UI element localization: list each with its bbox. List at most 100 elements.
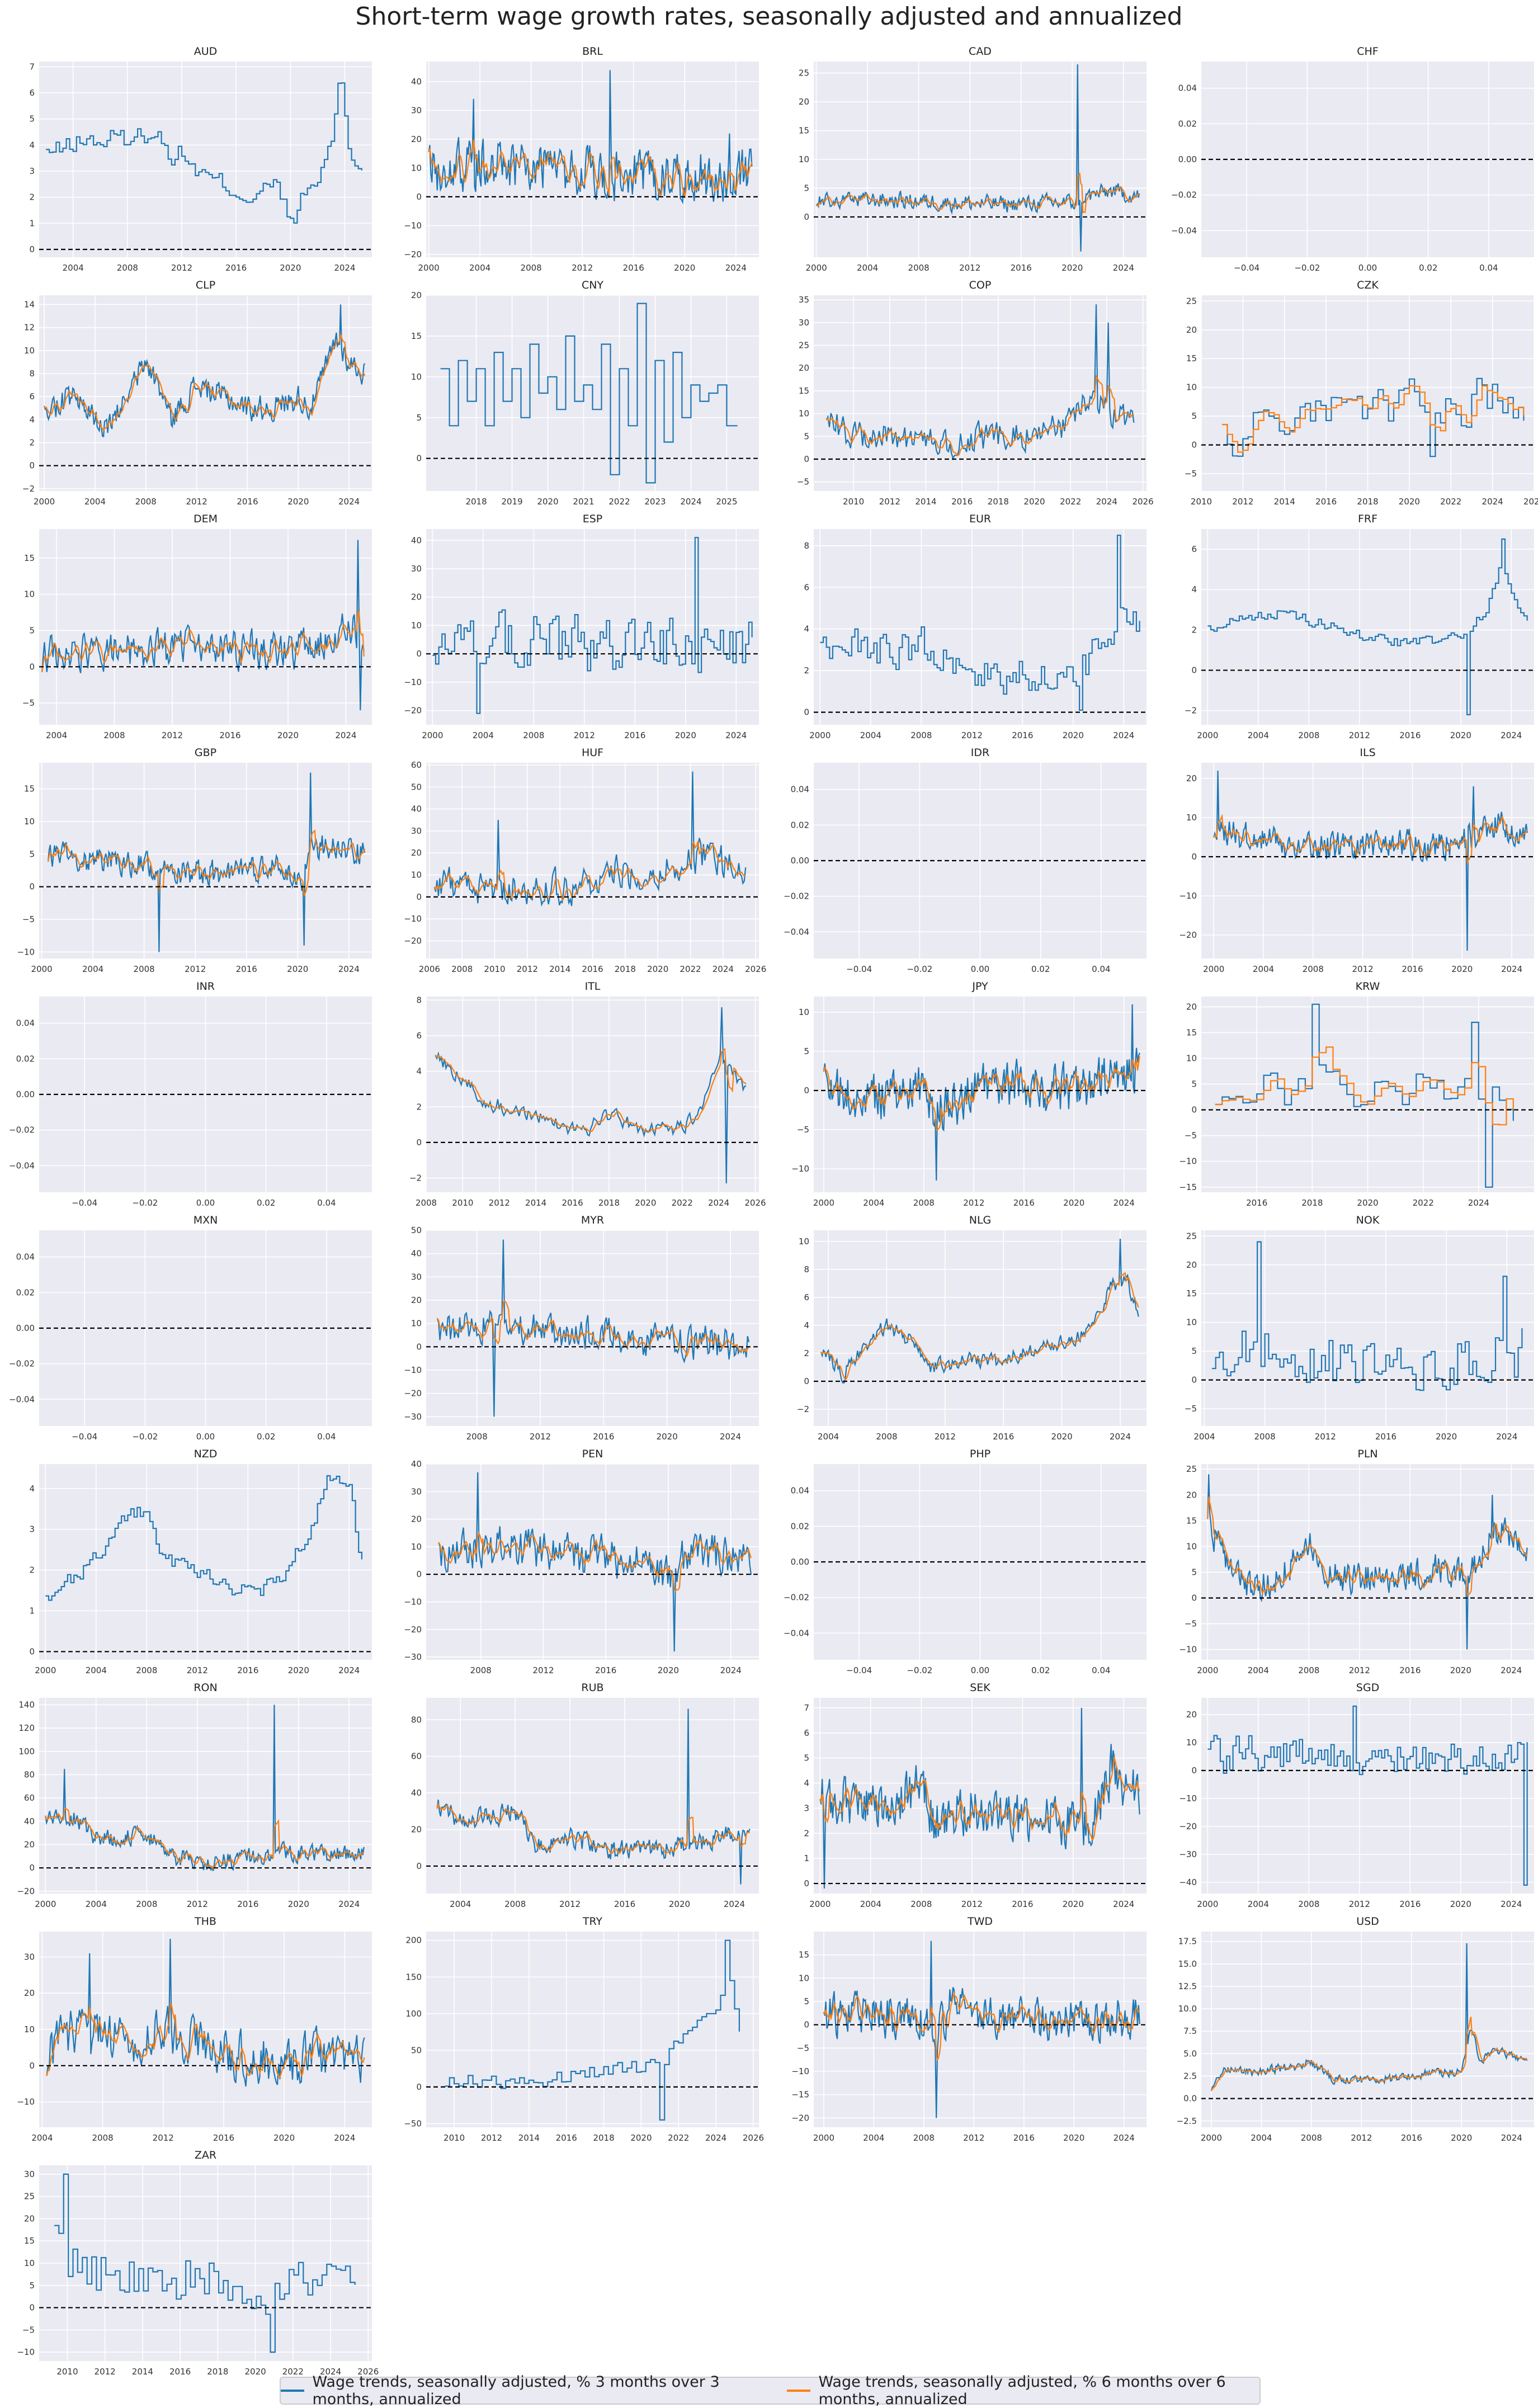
y-tick-label: −5 xyxy=(22,2325,35,2335)
x-tick-label: 2000 xyxy=(35,1665,56,1675)
x-tick-label: 2020 xyxy=(669,1899,690,1909)
x-tick-label: −0.02 xyxy=(1294,263,1320,273)
y-tick-label: −30 xyxy=(404,1411,422,1422)
y-tick-label: 0 xyxy=(804,1878,809,1888)
y-tick-label: 50 xyxy=(411,782,422,792)
x-tick-label: 2024 xyxy=(705,2133,726,2143)
y-tick-label: 5 xyxy=(804,183,809,193)
y-tick-label: 10 xyxy=(1186,383,1197,393)
legend-swatch-6m xyxy=(787,2390,811,2392)
chart-nlg: 2004 2008 2012 2016 2020 2024 −2 0 2 4 6 8 10 NLG xyxy=(797,1214,1147,1442)
plot-area xyxy=(1201,1932,1534,2127)
panel-chf: −0.04 −0.02 0.00 0.02 0.04 −0.04 −0.02 0.00 0.02… xyxy=(1168,39,1538,280)
x-tick-label: 2020 xyxy=(1063,1899,1084,1909)
series-6m-line xyxy=(1207,1496,1528,1597)
y-tick-label: −2 xyxy=(1185,706,1197,716)
y-tick-label: 10 xyxy=(1186,1541,1197,1551)
y-tick-label: 15.0 xyxy=(1178,1959,1197,1969)
x-tick-label: 2010 xyxy=(843,497,864,507)
x-tick-label: 2010 xyxy=(56,2367,78,2377)
panel-title: GBP xyxy=(195,747,216,759)
x-tick-label: 2020 xyxy=(658,1665,679,1675)
x-tick-label: 2024 xyxy=(725,263,747,273)
x-tick-label: 0.04 xyxy=(1092,964,1110,974)
x-tick-label: 2024 xyxy=(725,730,747,740)
y-tick-label: 0 xyxy=(1191,1375,1197,1385)
panel-cny: 2018 2019 2020 2021 2022 2023 2024 2025 0 5 10 15 20… xyxy=(393,273,770,513)
x-tick-label: 2004 xyxy=(863,2133,884,2143)
chart-clp: 2000 2004 2008 2012 2016 2020 2024 −2 0 2 4 6 8 10 12 1… xyxy=(22,279,372,507)
panel-myr: 2008 2012 2016 2020 2024 −30 −20 −10 0 10 20 30 40 50… xyxy=(393,1208,770,1448)
y-tick-label: 0 xyxy=(804,212,809,222)
series-3m-line xyxy=(1207,538,1528,716)
y-tick-label: 6 xyxy=(804,582,809,592)
x-tick-label: 2016 xyxy=(169,2367,191,2377)
x-tick-label: 2016 xyxy=(1013,1198,1035,1208)
x-tick-label: 0.02 xyxy=(1031,1665,1050,1675)
y-tick-label: 2 xyxy=(804,665,809,676)
x-tick-label: 2000 xyxy=(31,964,52,974)
plot-area xyxy=(1201,529,1534,725)
y-tick-label: 15 xyxy=(1186,1515,1197,1526)
y-tick-label: 0 xyxy=(416,192,422,202)
x-tick-label: 2016 xyxy=(1012,1899,1033,1909)
y-tick-label: 25 xyxy=(1186,1231,1197,1241)
x-tick-label: 2020 xyxy=(675,730,696,740)
series-3m-line xyxy=(428,70,753,205)
x-tick-label: −0.02 xyxy=(132,1198,158,1208)
y-tick-label: 20 xyxy=(411,592,422,602)
chart-jpy: 2000 2004 2008 2012 2016 2020 2024 −10 −5 0 5 10 JPY xyxy=(791,980,1147,1208)
series-6m-line xyxy=(46,2002,365,2079)
chart-cad: 2000 2004 2008 2012 2016 2020 2024 0 5 10 15 20 25 CA… xyxy=(799,45,1147,273)
x-tick-label: 2012 xyxy=(162,730,183,740)
y-tick-label: 0 xyxy=(804,1376,809,1386)
y-tick-label: −30 xyxy=(1179,1849,1197,1859)
panel-title: ESP xyxy=(583,513,603,525)
series-3m-line xyxy=(44,304,366,437)
y-tick-label: 0 xyxy=(804,1085,809,1096)
x-tick-label: 2012 xyxy=(1351,2133,1372,2143)
x-tick-label: 2022 xyxy=(1440,497,1461,507)
y-tick-label: 0 xyxy=(29,2061,35,2071)
y-tick-label: 0 xyxy=(1191,852,1197,862)
y-tick-label: 5 xyxy=(804,1046,809,1056)
y-tick-label: 30 xyxy=(411,564,422,574)
chart-ron: 2000 2004 2008 2012 2016 2020 2024 −20 0 20 40 60 80… xyxy=(17,1682,372,1909)
y-tick-label: 5 xyxy=(29,625,35,635)
x-tick-label: 2016 xyxy=(1315,497,1337,507)
x-tick-label: 0.00 xyxy=(196,1432,215,1442)
y-tick-label: −0.02 xyxy=(1171,190,1197,200)
y-tick-label: 40 xyxy=(411,535,422,545)
x-tick-label: 2012 xyxy=(153,2133,174,2143)
x-tick-label: 2020 xyxy=(1023,497,1045,507)
x-tick-label: 2004 xyxy=(860,1899,881,1909)
y-tick-label: 4 xyxy=(1191,584,1197,594)
plot-area xyxy=(426,1698,759,1894)
y-tick-label: −5 xyxy=(797,477,809,487)
x-tick-label: 0.04 xyxy=(1479,263,1498,273)
x-tick-label: −0.04 xyxy=(72,1198,97,1208)
x-tick-label: 2020 xyxy=(1451,964,1473,974)
x-tick-label: 2020 xyxy=(288,1665,309,1675)
x-tick-label: 2026 xyxy=(744,1198,766,1208)
x-tick-label: 2024 xyxy=(1096,497,1117,507)
y-tick-label: 8 xyxy=(804,541,809,551)
x-tick-label: 2012 xyxy=(963,1198,984,1208)
plot-area xyxy=(814,1932,1147,2127)
x-tick-label: 2000 xyxy=(809,1899,831,1909)
x-tick-label: 2016 xyxy=(1011,263,1032,273)
y-tick-label: 0.04 xyxy=(16,1252,35,1262)
x-tick-label: 2012 xyxy=(961,1899,983,1909)
y-tick-label: 0.02 xyxy=(16,1287,35,1297)
x-tick-label: 0.04 xyxy=(317,1432,336,1442)
y-tick-label: 10 xyxy=(1186,1737,1197,1748)
y-tick-label: 80 xyxy=(24,1770,35,1780)
y-tick-label: 3 xyxy=(29,1524,35,1534)
plot-area xyxy=(39,1698,372,1894)
series-6m-line xyxy=(1215,1046,1514,1126)
x-tick-label: 2016 xyxy=(1375,1432,1397,1442)
series-3m-line xyxy=(45,1475,362,1601)
panel-title: TWD xyxy=(967,1915,993,1928)
chart-esp: 2000 2004 2008 2012 2016 2020 2024 −20 −10 0 10 20 3… xyxy=(404,513,759,740)
